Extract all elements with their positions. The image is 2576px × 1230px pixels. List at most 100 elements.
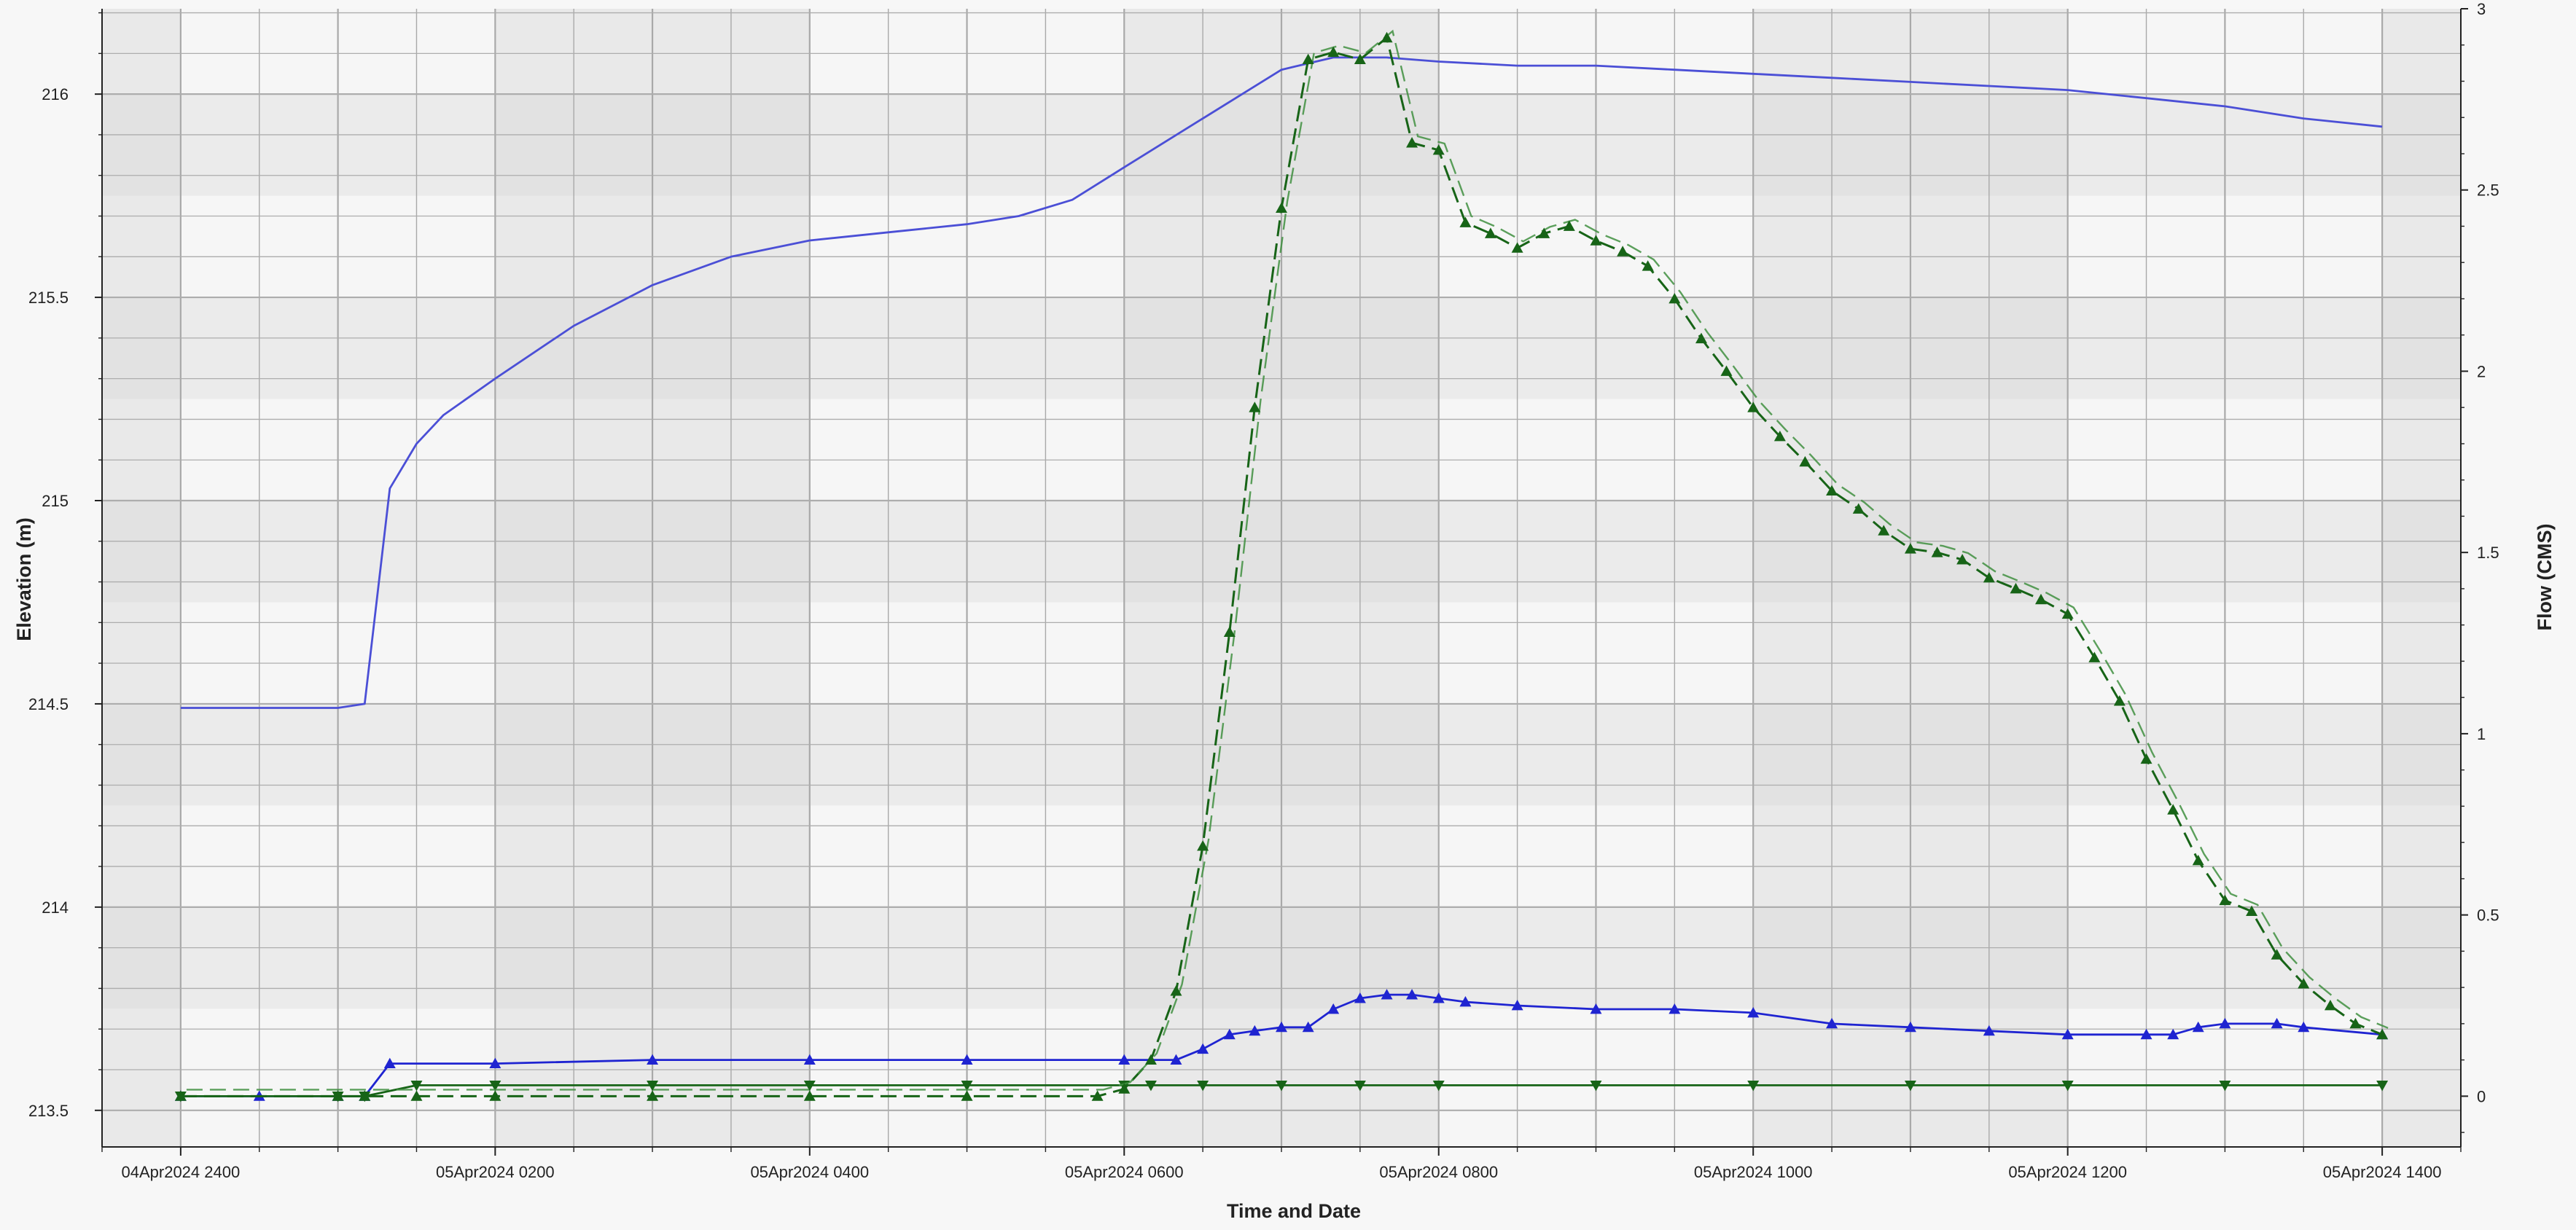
series-3-point [1799, 455, 1811, 467]
left-tick-label: 213.5 [28, 1102, 69, 1120]
series-3-point [1406, 137, 1418, 148]
series-1-point [489, 1057, 501, 1068]
series-2-point [1197, 1081, 1209, 1092]
series-1-point [2140, 1028, 2152, 1040]
series-3-point [359, 1090, 371, 1101]
x-tick-label: 05Apr2024 0400 [750, 1163, 869, 1181]
x-band [102, 9, 181, 1147]
x-tick-label: 05Apr2024 1000 [1694, 1163, 1813, 1181]
series-3-point [1931, 547, 1943, 557]
series-1-point [1432, 992, 1445, 1003]
series-3-point [1197, 840, 1209, 851]
series-1-point [2271, 1017, 2283, 1029]
left-tick-label: 216 [42, 85, 69, 103]
series-2-point [2219, 1081, 2231, 1092]
series-3-point [1878, 525, 1890, 536]
series-line-0 [180, 56, 2383, 709]
series-2-point [803, 1081, 816, 1092]
series-1-point [803, 1054, 816, 1065]
series-3-point [647, 1090, 659, 1101]
series-3-point [2088, 651, 2101, 662]
series-2-point [647, 1081, 659, 1092]
series-3-point [2219, 894, 2231, 906]
series-1-point [1826, 1017, 1838, 1029]
series-2-point [1432, 1081, 1445, 1092]
series-3-point [2246, 905, 2258, 917]
series-1-point [2167, 1028, 2179, 1040]
series-3-point [1773, 430, 1786, 442]
series-1-point [1459, 996, 1472, 1007]
x-tick-label: 05Apr2024 1400 [2323, 1163, 2442, 1181]
series-1-point [1276, 1021, 1287, 1033]
series-2-point [1144, 1081, 1157, 1092]
right-tick-label: 2.5 [2477, 181, 2499, 200]
series-1-point [1249, 1025, 1261, 1036]
series-1-point [1406, 989, 1418, 1000]
x-tick-label: 05Apr2024 0600 [1065, 1163, 1184, 1181]
series-3-point [1668, 292, 1681, 304]
series-1-point [1668, 1003, 1681, 1014]
series-1-point [383, 1057, 396, 1068]
series-3-point [2034, 593, 2047, 605]
series-2-point [1747, 1081, 1760, 1092]
series-3-point [2192, 855, 2204, 866]
series-3-point [2376, 1028, 2389, 1040]
series-3-point [2167, 804, 2179, 815]
right-tick-label: 2 [2477, 362, 2486, 380]
left-tick-label: 214 [42, 898, 69, 917]
series-1-point [2298, 1021, 2310, 1033]
series-3-point [1642, 260, 1654, 271]
series-3-point [1432, 144, 1445, 155]
series-1-point [1904, 1021, 1916, 1033]
series-3-point [1170, 985, 1182, 996]
series-3-point [2324, 999, 2336, 1011]
series-1-point [1302, 1021, 1314, 1033]
series-2-point [961, 1081, 973, 1092]
x-band [2382, 9, 2461, 1147]
series-2-point [2061, 1081, 2074, 1092]
right-axis-title: Flow (CMS) [2534, 524, 2556, 631]
series-3-point [961, 1090, 973, 1101]
series-1-point [1118, 1054, 1131, 1065]
series-3-point [1354, 53, 1366, 65]
right-tick-label: 1 [2477, 725, 2486, 743]
series-3-point [1381, 31, 1393, 43]
series-2-point [1276, 1081, 1287, 1092]
x-axis-title: Time and Date [1227, 1200, 1361, 1222]
series-1-point [2219, 1017, 2231, 1029]
series-3-point [332, 1090, 344, 1101]
series-2-point [1590, 1081, 1602, 1092]
series-3-point [1459, 216, 1472, 227]
x-tick-label: 04Apr2024 2400 [122, 1163, 241, 1181]
series-3-point [1590, 235, 1602, 246]
series-1-point [1223, 1028, 1236, 1040]
series-1-point [1327, 1003, 1340, 1014]
series-3-point [1091, 1090, 1104, 1101]
series-1-point [1197, 1043, 1209, 1054]
series-2-point [410, 1081, 423, 1092]
series-3-point [1249, 401, 1261, 412]
series-1-point [1983, 1025, 1995, 1036]
series-3-point [1276, 202, 1287, 213]
series-1-point [2192, 1021, 2204, 1033]
series-line-2 [180, 1084, 2383, 1097]
axes: 213.5 214 214.5 215 215.5 216 0 0.5 1 1.5 2 2.5 3 04A… [28, 0, 2499, 1181]
series-2-point [2376, 1081, 2389, 1092]
series-3-point [1826, 485, 1838, 496]
series-1-point [1511, 999, 1523, 1011]
series-3-point [1852, 503, 1865, 514]
series-1-point [961, 1054, 973, 1065]
series-3-point [1720, 365, 1733, 376]
series-3-point [1223, 626, 1236, 638]
series-3-point [1983, 572, 1995, 583]
series-3-point [2349, 1017, 2362, 1029]
series-3-point [2113, 695, 2126, 706]
series-3-point [1118, 1083, 1131, 1094]
series-3-point [410, 1090, 423, 1101]
series-3-point [2298, 978, 2310, 989]
right-tick-label: 3 [2477, 0, 2486, 18]
left-tick-label: 215 [42, 492, 69, 510]
series-1-point [1354, 992, 1366, 1003]
series-3-point [2061, 608, 2074, 619]
